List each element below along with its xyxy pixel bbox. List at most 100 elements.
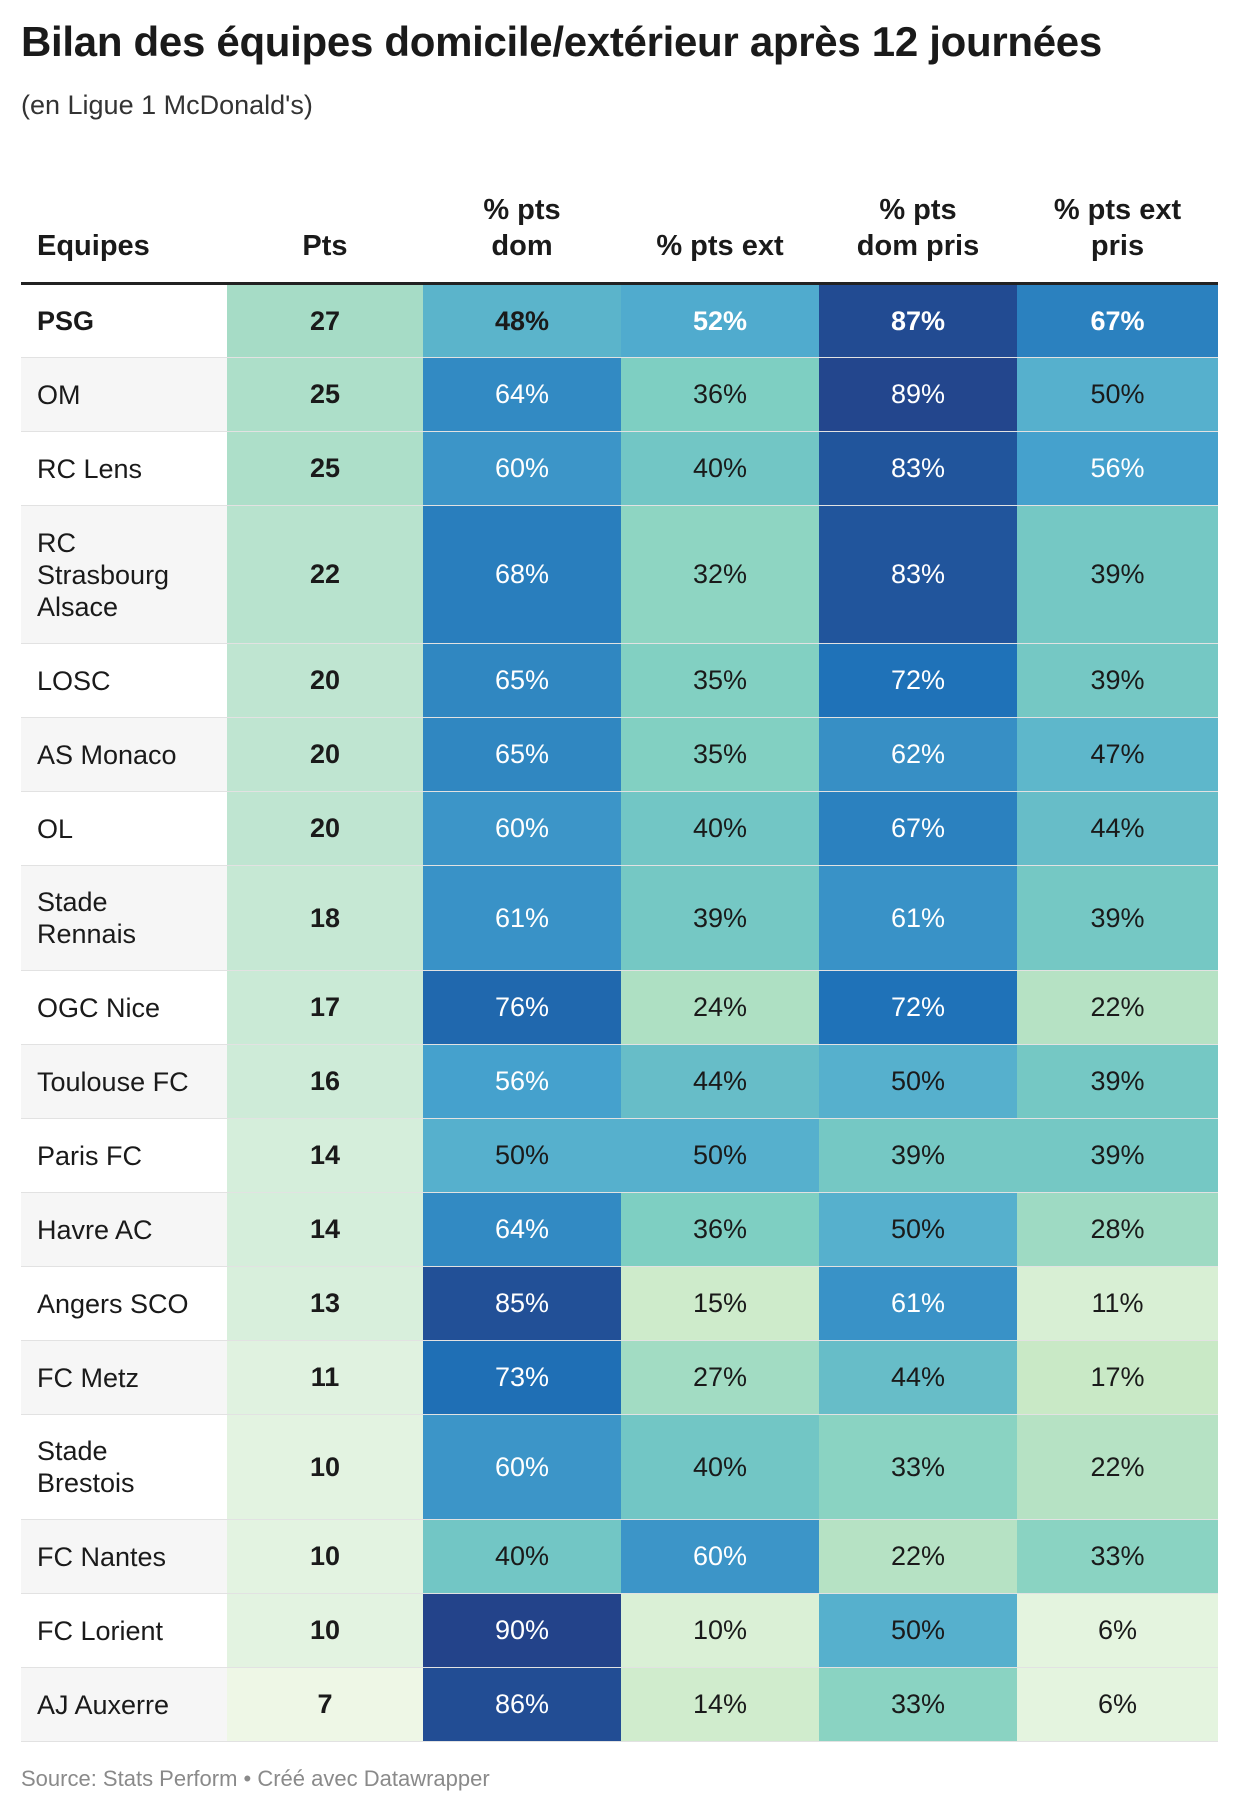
pct-dom-cell: 86% (423, 1667, 621, 1742)
pct-dom-pris-cell: 61% (819, 865, 1017, 971)
pct-dom-pris-cell: 50% (819, 1192, 1017, 1267)
points-cell: 13 (227, 1266, 423, 1341)
points-cell: 16 (227, 1044, 423, 1119)
pct-ext-cell: 40% (621, 431, 819, 506)
pct-ext-pris-cell: 6% (1017, 1667, 1218, 1742)
points-cell: 10 (227, 1519, 423, 1594)
column-header-pct-ext[interactable]: % pts ext (656, 230, 784, 262)
table-row: Havre AC 14 64% 36% 50% 28% (21, 1192, 1218, 1267)
pct-dom-pris-cell: 44% (819, 1340, 1017, 1415)
team-name-cell: FC Metz (21, 1340, 227, 1415)
points-cell: 27 (227, 283, 423, 358)
pct-ext-cell: 14% (621, 1667, 819, 1742)
pct-ext-cell: 10% (621, 1593, 819, 1668)
table-row: OGC Nice 17 76% 24% 72% 22% (21, 970, 1218, 1045)
team-name-cell: FC Nantes (21, 1519, 227, 1594)
pct-dom-cell: 76% (423, 970, 621, 1045)
pct-dom-cell: 64% (423, 357, 621, 432)
pct-dom-cell: 65% (423, 643, 621, 718)
team-name-cell: Paris FC (37, 1140, 143, 1171)
column-header-pct-dom[interactable]: % pts dom (483, 194, 561, 262)
pct-dom-cell: 60% (423, 1414, 621, 1520)
points-cell: 11 (227, 1340, 423, 1415)
chart-title: Bilan des équipes domicile/extérieur apr… (21, 18, 1102, 65)
table-row: Angers SCO 13 85% 15% 61% 11% (21, 1266, 1218, 1341)
pct-dom-pris-cell: 33% (819, 1667, 1017, 1742)
points-cell: 20 (227, 717, 423, 792)
table-row: OL 20 60% 40% 67% 44% (21, 791, 1218, 866)
table-row: Stade Brestois 10 60% 40% 33% 22% (21, 1414, 1218, 1520)
team-name-cell: PSG (37, 306, 95, 336)
pct-dom-pris-cell: 67% (819, 791, 1017, 866)
pct-ext-cell: 36% (621, 1192, 819, 1267)
team-name-cell: FC Lorient (37, 1615, 164, 1646)
team-name-cell: AS Monaco (21, 717, 227, 792)
pct-dom-cell: 50% (423, 1118, 621, 1193)
team-name-cell: Angers SCO (37, 1288, 189, 1319)
points-cell: 25 (227, 431, 423, 506)
points-cell: 20 (227, 791, 423, 866)
pct-dom-cell: 64% (423, 1192, 621, 1267)
table-row: RC Strasbourg Alsace 22 68% 32% 83% 39% (21, 505, 1218, 644)
pct-ext-pris-cell: 47% (1017, 717, 1218, 792)
pct-ext-cell: 39% (621, 865, 819, 971)
table-row: FC Metz 11 73% 27% 44% 17% (21, 1340, 1218, 1415)
table-row: AS Monaco 20 65% 35% 62% 47% (21, 717, 1218, 792)
pct-ext-pris-cell: 22% (1017, 1414, 1218, 1520)
table-row: RC Lens 25 60% 40% 83% 56% (21, 431, 1218, 506)
column-header-pct-dom-pris[interactable]: % pts dom pris (856, 194, 980, 262)
table-row: Paris FC 14 50% 50% 39% 39% (21, 1118, 1218, 1193)
pct-ext-pris-cell: 17% (1017, 1340, 1218, 1415)
pct-dom-cell: 40% (423, 1519, 621, 1594)
pct-dom-pris-cell: 72% (819, 643, 1017, 718)
pct-dom-pris-cell: 50% (819, 1593, 1017, 1668)
table-body: PSG 27 48% 52% 87% 67% OM 25 64% 36% 89% 50% RC Lens… (21, 283, 1218, 1742)
pct-dom-pris-cell: 61% (819, 1266, 1017, 1341)
table-row: AJ Auxerre 7 86% 14% 33% 6% (21, 1667, 1218, 1742)
pct-ext-cell: 52% (621, 283, 819, 358)
pct-ext-cell: 40% (621, 1414, 819, 1520)
pct-ext-cell: 15% (621, 1266, 819, 1341)
column-header-pct-ext-pris[interactable]: % pts ext pris (1053, 194, 1182, 262)
table-row: Stade Rennais 18 61% 39% 61% 39% (21, 865, 1218, 971)
pct-dom-pris-cell: 83% (819, 431, 1017, 506)
pct-dom-cell: 68% (423, 505, 621, 644)
table-row: PSG 27 48% 52% 87% 67% (21, 283, 1218, 358)
pct-dom-pris-cell: 83% (819, 505, 1017, 644)
pct-ext-pris-cell: 6% (1017, 1593, 1218, 1668)
pct-dom-pris-cell: 50% (819, 1044, 1017, 1119)
points-cell: 17 (227, 970, 423, 1045)
pct-ext-cell: 24% (621, 970, 819, 1045)
pct-ext-pris-cell: 67% (1017, 283, 1218, 358)
team-name-cell: OL (37, 813, 74, 844)
points-cell: 18 (227, 865, 423, 971)
team-name-cell: Toulouse FC (21, 1044, 227, 1119)
source-footer: Source: Stats Perform • Créé avec Datawr… (21, 1766, 490, 1791)
pct-ext-cell: 44% (621, 1044, 819, 1119)
table-row: LOSC 20 65% 35% 72% 39% (21, 643, 1218, 718)
chart-subtitle: (en Ligue 1 McDonald's) (21, 90, 313, 120)
team-name-cell: RC Lens (37, 453, 143, 484)
pct-ext-pris-cell: 11% (1017, 1266, 1218, 1341)
pct-dom-pris-cell: 22% (819, 1519, 1017, 1594)
column-header-pts[interactable]: Pts (302, 230, 348, 262)
team-name-cell: LOSC (37, 665, 111, 696)
table-row: FC Lorient 10 90% 10% 50% 6% (21, 1593, 1218, 1668)
pct-dom-cell: 85% (423, 1266, 621, 1341)
pct-ext-cell: 27% (621, 1340, 819, 1415)
table-row: Toulouse FC 16 56% 44% 50% 39% (21, 1044, 1218, 1119)
pct-ext-cell: 60% (621, 1519, 819, 1594)
points-cell: 22 (227, 505, 423, 644)
pct-dom-pris-cell: 39% (819, 1118, 1017, 1193)
pct-ext-pris-cell: 39% (1017, 505, 1218, 644)
points-cell: 10 (227, 1593, 423, 1668)
pct-dom-cell: 65% (423, 717, 621, 792)
team-name-cell: Stade Rennais (21, 865, 227, 971)
pct-dom-pris-cell: 72% (819, 970, 1017, 1045)
team-name-cell: RC Strasbourg Alsace (21, 505, 227, 644)
pct-ext-pris-cell: 39% (1017, 865, 1218, 971)
table-row: FC Nantes 10 40% 60% 22% 33% (21, 1519, 1218, 1594)
points-cell: 14 (227, 1118, 423, 1193)
column-header-equipes[interactable]: Equipes (37, 230, 150, 262)
pct-dom-pris-cell: 89% (819, 357, 1017, 432)
